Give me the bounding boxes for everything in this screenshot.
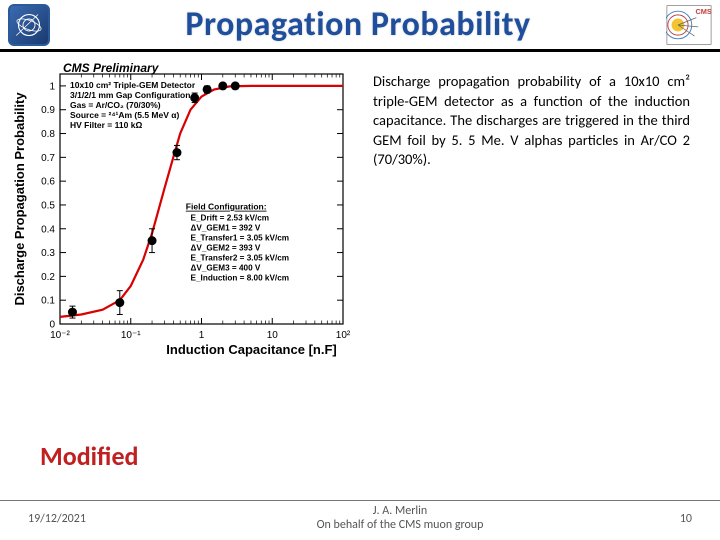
svg-text:E_Transfer1 = 3.05 kV/cm: E_Transfer1 = 3.05 kV/cm (191, 234, 290, 243)
footer-date: 19/12/2021 (28, 512, 148, 526)
footer-center: J. A. Merlin On behalf of the CMS muon g… (148, 505, 652, 531)
svg-text:E_Drift = 2.53 kV/cm: E_Drift = 2.53 kV/cm (191, 214, 270, 223)
svg-text:0.2: 0.2 (41, 272, 55, 283)
footer-subtitle: On behalf of the CMS muon group (148, 519, 652, 532)
footer: 19/12/2021 J. A. Merlin On behalf of the… (0, 500, 720, 532)
description-text: Discharge propagation probability of a 1… (353, 62, 700, 362)
footer-page: 10 (652, 512, 692, 526)
header: Propagation Probability CMS (0, 0, 720, 52)
svg-text:0.3: 0.3 (41, 248, 55, 259)
svg-text:0.4: 0.4 (41, 224, 55, 235)
chart-container: 10⁻² 10⁻¹ 1 10 10² 0 0.1 0.2 0.3 0.4 0.5 0.6 0.7 0.8 0… (8, 62, 353, 362)
svg-text:Field Configuration:: Field Configuration: (186, 202, 267, 212)
svg-text:10⁻²: 10⁻² (50, 330, 70, 341)
svg-text:3/1/2/1 mm Gap Configuration: 3/1/2/1 mm Gap Configuration (70, 90, 190, 100)
content-area: 10⁻² 10⁻¹ 1 10 10² 0 0.1 0.2 0.3 0.4 0.5 0.6 0.7 0.8 0… (0, 52, 720, 362)
svg-text:ΔV_GEM1 = 392 V: ΔV_GEM1 = 392 V (191, 224, 261, 233)
svg-text:Discharge Propagation Probabil: Discharge Propagation Probability (12, 92, 27, 306)
svg-text:ΔV_GEM3 = 400 V: ΔV_GEM3 = 400 V (191, 264, 261, 273)
svg-text:E_Induction = 8.00 kV/cm: E_Induction = 8.00 kV/cm (191, 274, 290, 283)
svg-text:1: 1 (49, 81, 55, 92)
cern-logo (8, 4, 50, 46)
svg-text:10x10 cm² Triple-GEM Detector: 10x10 cm² Triple-GEM Detector (70, 80, 196, 90)
footer-author: J. A. Merlin (148, 505, 652, 518)
svg-text:Induction Capacitance [n.F]: Induction Capacitance [n.F] (166, 342, 336, 357)
svg-text:10⁻¹: 10⁻¹ (121, 330, 141, 341)
svg-text:0.7: 0.7 (41, 153, 55, 164)
svg-text:Gas = Ar/CO₂ (70/30%): Gas = Ar/CO₂ (70/30%) (70, 100, 161, 110)
svg-text:0.6: 0.6 (41, 177, 55, 188)
svg-text:0.5: 0.5 (41, 200, 55, 211)
modified-label: Modified (40, 440, 139, 472)
svg-text:0.9: 0.9 (41, 105, 55, 116)
svg-text:0: 0 (49, 320, 55, 331)
svg-text:10: 10 (267, 330, 279, 341)
svg-text:1: 1 (199, 330, 205, 341)
cms-logo: CMS (666, 4, 712, 46)
svg-text:0.8: 0.8 (41, 129, 55, 140)
svg-text:10²: 10² (336, 330, 351, 341)
svg-text:CMS: CMS (695, 6, 711, 15)
svg-text:Source = ²⁴¹Am (5.5 MeV α): Source = ²⁴¹Am (5.5 MeV α) (70, 110, 179, 120)
svg-text:E_Transfer2 = 3.05 kV/cm: E_Transfer2 = 3.05 kV/cm (191, 254, 290, 263)
svg-text:HV Filter = 110 kΩ: HV Filter = 110 kΩ (70, 120, 142, 130)
svg-text:0.1: 0.1 (41, 296, 55, 307)
svg-text:CMS Preliminary: CMS Preliminary (63, 62, 160, 75)
page-title: Propagation Probability (50, 4, 666, 45)
svg-text:ΔV_GEM2 = 393 V: ΔV_GEM2 = 393 V (191, 244, 261, 253)
